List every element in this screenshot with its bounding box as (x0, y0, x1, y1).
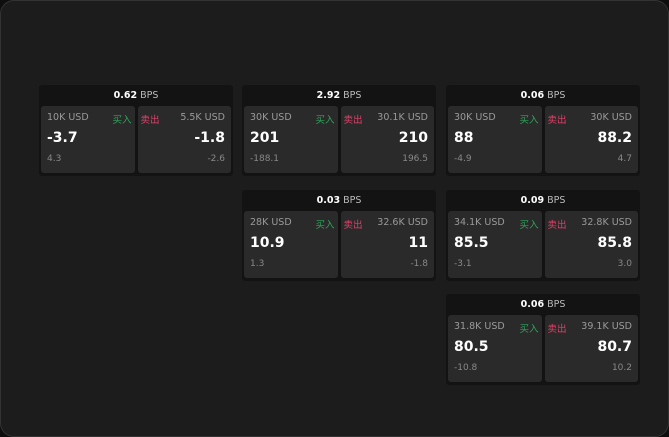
sell-panel[interactable]: 卖出 32.6K USD 11 -1.8 (340, 211, 434, 278)
sell-change: -2.6 (207, 154, 225, 164)
spread-unit: BPS (547, 90, 566, 101)
buy-label: 买入 (315, 115, 335, 126)
sell-panel[interactable]: 卖出 5.5K USD -1.8 -2.6 (137, 106, 231, 173)
buy-label: 买入 (112, 115, 132, 126)
sell-label: 卖出 (140, 115, 160, 126)
sell-change: 10.2 (611, 363, 632, 373)
sell-change: 3.0 (617, 259, 632, 269)
buy-quantity: 28K USD (250, 217, 292, 228)
sell-panel[interactable]: 卖出 32.8K USD 85.8 3.0 (544, 211, 638, 278)
buy-price: 201 (250, 130, 280, 146)
spread-unit: BPS (343, 90, 362, 101)
buy-price: 85.5 (454, 235, 489, 251)
sell-quantity: 5.5K USD (180, 112, 225, 123)
buy-change: -4.9 (454, 154, 472, 164)
buy-quantity: 31.8K USD (454, 321, 505, 332)
quote-card: 2.92 BPS 30K USD 买入 201 -188.1 卖出 30.1K U… (242, 85, 436, 176)
buy-panel[interactable]: 30K USD 买入 88 -4.9 (448, 106, 542, 173)
spread-value: 0.06 (520, 299, 545, 310)
spread-unit: BPS (140, 90, 159, 101)
sell-quantity: 30K USD (590, 112, 632, 123)
sell-label: 卖出 (547, 115, 567, 126)
sell-quantity: 32.6K USD (377, 217, 428, 228)
buy-label: 买入 (519, 115, 539, 126)
sell-price: 210 (398, 130, 428, 146)
buy-panel[interactable]: 28K USD 买入 10.9 1.3 (244, 211, 338, 278)
spread-header: 0.03 BPS (242, 190, 436, 211)
sell-label: 卖出 (547, 324, 567, 335)
spread-value: 0.62 (113, 90, 138, 101)
sell-quantity: 39.1K USD (581, 321, 632, 332)
spread-header: 0.06 BPS (446, 294, 640, 315)
spread-unit: BPS (547, 195, 566, 206)
buy-quantity: 30K USD (250, 112, 292, 123)
buy-change: -10.8 (454, 363, 478, 373)
spread-header: 0.62 BPS (39, 85, 233, 106)
sell-price: -1.8 (194, 130, 225, 146)
sell-change: -1.8 (410, 259, 428, 269)
sell-change: 196.5 (402, 154, 428, 164)
buy-price: 88 (454, 130, 474, 146)
spread-header: 0.06 BPS (446, 85, 640, 106)
sell-price: 85.8 (597, 235, 632, 251)
buy-quantity: 30K USD (454, 112, 496, 123)
buy-change: 4.3 (47, 154, 62, 164)
quote-card: 0.62 BPS 10K USD 买入 -3.7 4.3 卖出 5.5K USD … (39, 85, 233, 176)
buy-label: 买入 (315, 220, 335, 231)
spread-value: 2.92 (316, 90, 341, 101)
spread-value: 0.09 (520, 195, 545, 206)
buy-label: 买入 (519, 220, 539, 231)
quote-card: 0.06 BPS 31.8K USD 买入 80.5 -10.8 卖出 39.1K… (446, 294, 640, 385)
sell-price: 88.2 (597, 130, 632, 146)
spread-value: 0.06 (520, 90, 545, 101)
spread-unit: BPS (343, 195, 362, 206)
sell-label: 卖出 (343, 115, 363, 126)
buy-change: -188.1 (250, 154, 280, 164)
quote-card: 0.09 BPS 34.1K USD 买入 85.5 -3.1 卖出 32.8K … (446, 190, 640, 281)
buy-panel[interactable]: 31.8K USD 买入 80.5 -10.8 (448, 315, 542, 382)
buy-price: -3.7 (47, 130, 78, 146)
buy-price: 80.5 (454, 339, 489, 355)
quote-card: 0.06 BPS 30K USD 买入 88 -4.9 卖出 30K USD 88… (446, 85, 640, 176)
spread-value: 0.03 (316, 195, 341, 206)
sell-label: 卖出 (547, 220, 567, 231)
buy-change: -3.1 (454, 259, 472, 269)
sell-label: 卖出 (343, 220, 363, 231)
sell-change: 4.7 (617, 154, 632, 164)
sell-quantity: 32.8K USD (581, 217, 632, 228)
sell-panel[interactable]: 卖出 39.1K USD 80.7 10.2 (544, 315, 638, 382)
spread-header: 0.09 BPS (446, 190, 640, 211)
buy-panel[interactable]: 34.1K USD 买入 85.5 -3.1 (448, 211, 542, 278)
sell-price: 11 (408, 235, 428, 251)
buy-quantity: 34.1K USD (454, 217, 505, 228)
spread-header: 2.92 BPS (242, 85, 436, 106)
sell-panel[interactable]: 卖出 30.1K USD 210 196.5 (340, 106, 434, 173)
sell-price: 80.7 (597, 339, 632, 355)
buy-label: 买入 (519, 324, 539, 335)
sell-quantity: 30.1K USD (377, 112, 428, 123)
buy-quantity: 10K USD (47, 112, 89, 123)
buy-panel[interactable]: 30K USD 买入 201 -188.1 (244, 106, 338, 173)
sell-panel[interactable]: 卖出 30K USD 88.2 4.7 (544, 106, 638, 173)
buy-panel[interactable]: 10K USD 买入 -3.7 4.3 (41, 106, 135, 173)
buy-change: 1.3 (250, 259, 265, 269)
buy-price: 10.9 (250, 235, 285, 251)
quote-card: 0.03 BPS 28K USD 买入 10.9 1.3 卖出 32.6K USD… (242, 190, 436, 281)
spread-unit: BPS (547, 299, 566, 310)
